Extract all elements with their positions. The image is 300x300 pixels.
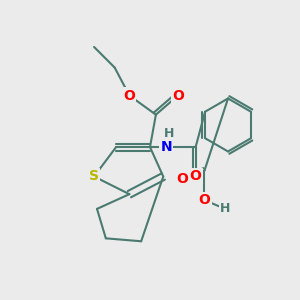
Text: H: H xyxy=(220,202,230,215)
Text: H: H xyxy=(164,127,174,140)
Text: O: O xyxy=(176,172,188,186)
Text: N: N xyxy=(160,140,172,154)
Text: O: O xyxy=(199,193,210,207)
Text: O: O xyxy=(172,88,184,103)
Text: S: S xyxy=(89,169,99,184)
Text: O: O xyxy=(124,88,135,103)
Text: O: O xyxy=(190,169,202,184)
